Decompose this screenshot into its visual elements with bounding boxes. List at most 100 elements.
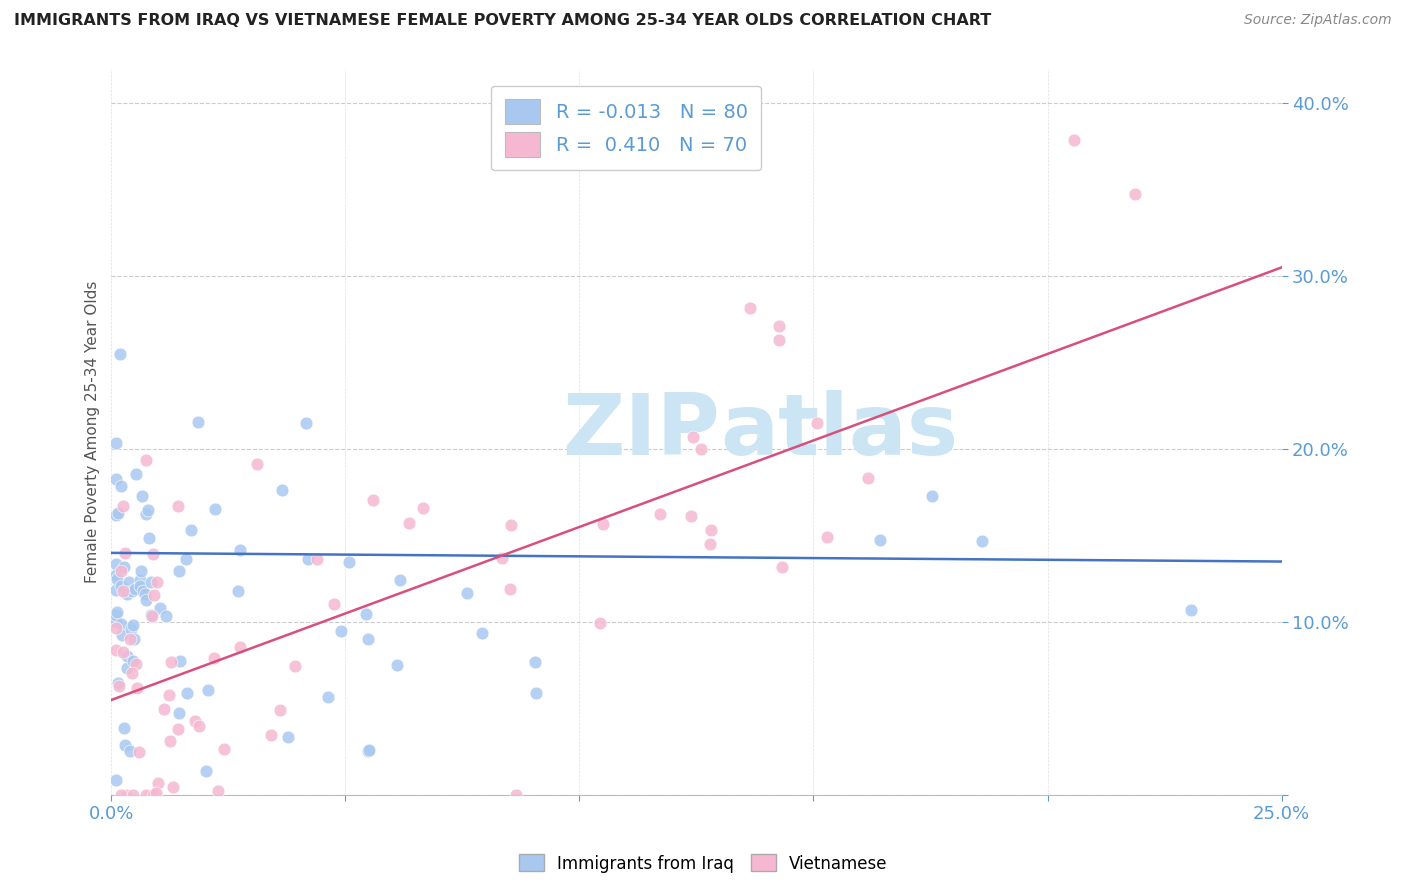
Point (135, 788, 157, 802)
Point (768, 318, 790, 333)
Point (105, 773, 128, 788)
Point (357, 742, 380, 756)
Point (107, 675, 129, 690)
Point (124, 582, 146, 596)
Point (118, 575, 141, 590)
Point (122, 617, 145, 632)
Point (111, 584, 134, 599)
Point (389, 574, 412, 588)
Point (1180, 603, 1202, 617)
Point (112, 645, 135, 659)
Point (134, 586, 156, 600)
Point (456, 586, 478, 600)
Point (815, 530, 838, 544)
Point (111, 628, 134, 642)
Point (1123, 186, 1146, 201)
Point (197, 682, 219, 697)
Point (122, 788, 145, 802)
Point (141, 608, 163, 623)
Point (120, 744, 142, 758)
Point (271, 483, 294, 498)
Point (105, 642, 128, 657)
Point (138, 503, 160, 517)
Point (145, 786, 167, 800)
Point (105, 557, 128, 571)
Point (297, 552, 319, 566)
Point (138, 788, 160, 802)
Point (105, 608, 128, 623)
Point (329, 624, 352, 638)
Point (125, 467, 148, 481)
Point (159, 734, 181, 748)
Point (681, 509, 703, 524)
Point (149, 600, 172, 615)
Point (105, 622, 128, 636)
Point (131, 584, 153, 599)
Point (155, 609, 177, 624)
Point (592, 517, 614, 532)
Point (105, 615, 128, 629)
Point (121, 584, 143, 599)
Point (146, 574, 169, 589)
Point (108, 347, 131, 361)
Point (339, 555, 361, 569)
Text: IMMIGRANTS FROM IRAQ VS VIETNAMESE FEMALE POVERTY AMONG 25-34 YEAR OLDS CORRELAT: IMMIGRANTS FROM IRAQ VS VIETNAMESE FEMAL… (14, 13, 991, 29)
Point (121, 665, 143, 680)
Point (856, 471, 879, 485)
Point (112, 721, 135, 735)
Point (398, 516, 420, 530)
Point (505, 788, 527, 802)
Point (471, 626, 494, 640)
Point (174, 552, 197, 566)
Point (589, 615, 612, 630)
Point (105, 436, 128, 450)
Point (167, 499, 190, 513)
Point (385, 658, 408, 673)
Point (700, 523, 723, 537)
Point (972, 534, 994, 549)
Point (284, 659, 307, 673)
Point (115, 587, 138, 601)
Point (157, 689, 180, 703)
Point (1063, 133, 1085, 147)
Point (141, 608, 163, 623)
Point (167, 706, 190, 720)
Text: ZIP: ZIP (562, 391, 720, 474)
Legend: R = -0.013   N = 80, R =  0.410   N = 70: R = -0.013 N = 80, R = 0.410 N = 70 (491, 86, 761, 170)
Point (105, 572, 128, 586)
Point (167, 722, 190, 736)
Point (122, 632, 145, 646)
Point (138, 531, 160, 545)
Point (921, 489, 943, 503)
Point (491, 551, 513, 566)
Point (129, 579, 152, 593)
Text: atlas: atlas (720, 391, 957, 474)
Point (105, 568, 128, 582)
Point (412, 500, 434, 515)
Point (112, 560, 135, 574)
Point (115, 661, 138, 675)
Point (139, 575, 162, 590)
Point (187, 415, 209, 429)
Point (869, 533, 891, 547)
Point (122, 654, 145, 668)
Point (118, 632, 141, 646)
Point (228, 640, 250, 654)
Point (524, 655, 547, 669)
Point (806, 417, 828, 431)
Point (153, 701, 176, 715)
Point (105, 605, 128, 619)
Point (277, 730, 299, 744)
Point (160, 655, 183, 669)
Text: Source: ZipAtlas.com: Source: ZipAtlas.com (1244, 13, 1392, 28)
Point (305, 552, 328, 566)
Point (162, 780, 184, 795)
Point (357, 632, 380, 646)
Point (768, 333, 790, 347)
Point (204, 501, 226, 516)
Point (648, 507, 671, 521)
Point (269, 703, 291, 717)
Point (260, 727, 283, 741)
Point (180, 523, 202, 537)
Point (105, 472, 128, 486)
